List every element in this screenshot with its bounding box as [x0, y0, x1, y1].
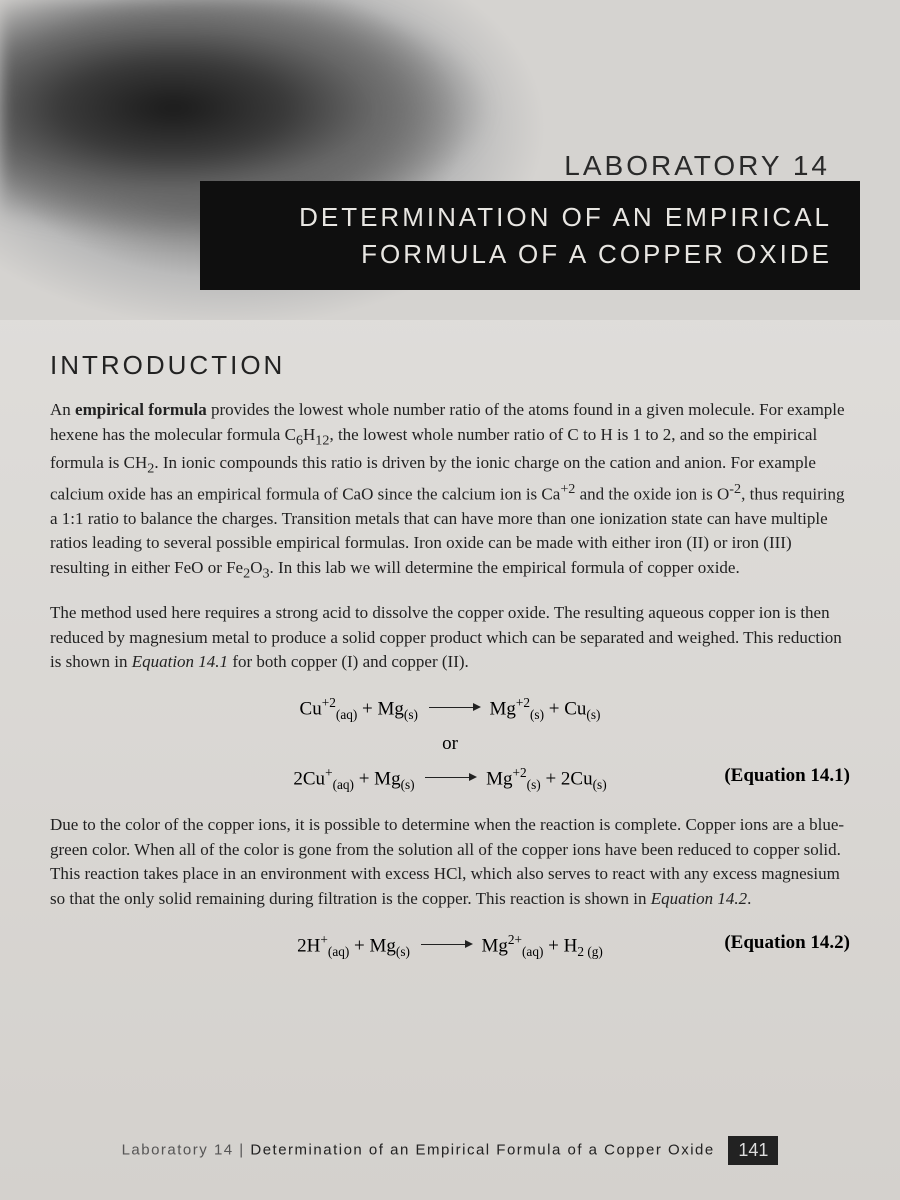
title-line-2: FORMULA OF A COPPER OXIDE [228, 236, 832, 272]
title-line-1: DETERMINATION OF AN EMPIRICAL [228, 199, 832, 235]
equation-hcl: 2H+(aq) + Mg(s) Mg2+(aq) + H2 (g) (Equat… [50, 932, 850, 960]
body-paragraph-3: Due to the color of the copper ions, it … [50, 813, 850, 912]
page-footer: Laboratory 14 | Determination of an Empi… [0, 1136, 900, 1165]
page: LABORATORY 14 DETERMINATION OF AN EMPIRI… [0, 0, 900, 1200]
arrow-icon [429, 707, 479, 709]
intro-paragraph-1: An empirical formula provides the lowest… [50, 398, 850, 584]
equation-cu2: Cu+2(aq) + Mg(s) Mg+2(s) + Cu(s) [50, 695, 850, 723]
equation-cu1: 2Cu+(aq) + Mg(s) Mg+2(s) + 2Cu(s) (Equat… [50, 765, 850, 793]
hero-image-smoke: LABORATORY 14 DETERMINATION OF AN EMPIRI… [0, 0, 900, 320]
page-number: 141 [728, 1136, 778, 1165]
laboratory-label: LABORATORY 14 [564, 150, 830, 182]
arrow-icon [421, 944, 471, 946]
equation-label-14-1: (Equation 14.1) [724, 765, 850, 787]
equation-label-14-2: (Equation 14.2) [724, 932, 850, 954]
intro-paragraph-2: The method used here requires a strong a… [50, 601, 850, 675]
arrow-icon [425, 777, 475, 779]
footer-lab-text: Laboratory 14 [122, 1141, 234, 1158]
title-bar: DETERMINATION OF AN EMPIRICAL FORMULA OF… [200, 181, 860, 290]
equation-block-14-1: Cu+2(aq) + Mg(s) Mg+2(s) + Cu(s) or 2Cu+… [50, 695, 850, 793]
footer-separator: | [234, 1141, 251, 1158]
footer-title-text: Determination of an Empirical Formula of… [250, 1141, 714, 1158]
equation-or: or [50, 733, 850, 755]
introduction-heading: INTRODUCTION [50, 350, 850, 381]
equation-block-14-2: 2H+(aq) + Mg(s) Mg2+(aq) + H2 (g) (Equat… [50, 932, 850, 960]
